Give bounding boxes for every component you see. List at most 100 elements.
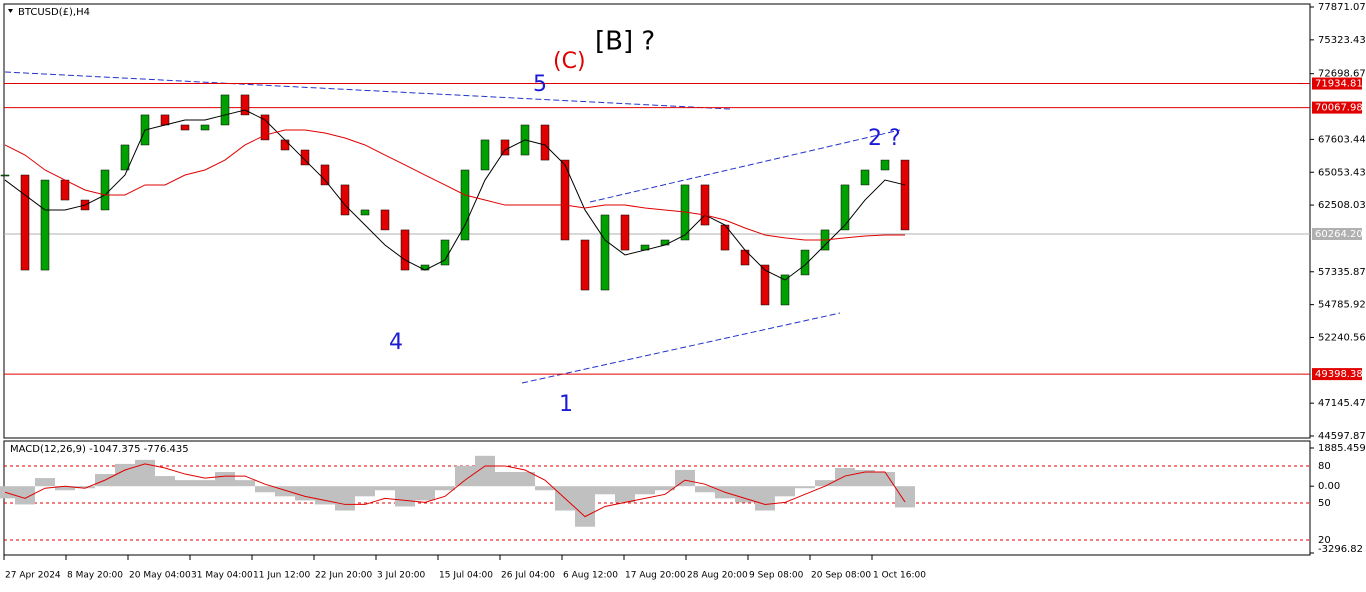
candle bbox=[660, 239, 670, 246]
y-tick-label: 62508.03 bbox=[1318, 200, 1366, 211]
macd-panel bbox=[3, 440, 1311, 556]
macd-bar bbox=[35, 478, 55, 487]
macd-bar bbox=[515, 472, 535, 487]
wave-label: 2 ? bbox=[868, 126, 901, 151]
y-tick-label: 52240.56 bbox=[1318, 332, 1366, 343]
macd-bar bbox=[195, 480, 215, 487]
wave-label: (C) bbox=[553, 49, 586, 74]
x-tick-label: 20 May 04:00 bbox=[129, 571, 191, 581]
candle bbox=[380, 209, 390, 231]
candle bbox=[880, 159, 890, 171]
macd-bar bbox=[695, 486, 715, 493]
macd-bar bbox=[495, 472, 515, 487]
candle bbox=[100, 169, 110, 211]
x-tick-label: 17 Aug 20:00 bbox=[625, 571, 686, 581]
candle bbox=[20, 174, 30, 271]
macd-bar bbox=[815, 480, 835, 487]
y-tick-label: 77871.07 bbox=[1318, 2, 1366, 13]
macd-bar bbox=[55, 486, 75, 491]
macd-bar bbox=[655, 486, 675, 491]
x-tick-label: 6 Aug 12:00 bbox=[563, 571, 618, 581]
x-tick-label: 31 May 04:00 bbox=[191, 571, 253, 581]
x-tick-label: 27 Apr 2024 bbox=[5, 571, 61, 581]
candle bbox=[400, 229, 410, 271]
macd-bar bbox=[375, 486, 395, 491]
y-tick-label: 44597.87 bbox=[1318, 431, 1366, 442]
candle bbox=[460, 169, 470, 241]
macd-bar bbox=[895, 486, 915, 508]
x-tick-label: 1 Oct 16:00 bbox=[873, 571, 926, 581]
x-tick-label: 3 Jul 20:00 bbox=[377, 571, 426, 581]
macd-bar bbox=[275, 486, 295, 497]
candle bbox=[800, 249, 810, 276]
price-level-label: 60264.20 bbox=[1315, 229, 1363, 240]
macd-bar bbox=[675, 469, 695, 487]
y-tick-label: 57335.87 bbox=[1318, 267, 1366, 278]
x-tick-label: 15 Jul 04:00 bbox=[439, 571, 493, 581]
candle bbox=[700, 184, 710, 226]
macd-bar bbox=[535, 486, 555, 491]
macd-bar bbox=[455, 465, 475, 487]
candle bbox=[840, 184, 850, 231]
wave-label: 5 bbox=[533, 72, 547, 97]
candle bbox=[220, 94, 230, 126]
macd-bar bbox=[415, 486, 435, 501]
x-tick-label: 22 Jun 20:00 bbox=[315, 571, 372, 581]
candle bbox=[280, 139, 290, 151]
macd-level-label: 20 bbox=[1318, 535, 1331, 546]
candle bbox=[420, 264, 430, 271]
y-tick-label: 0.00 bbox=[1318, 481, 1340, 492]
y-tick-label: 65053.43 bbox=[1318, 167, 1366, 178]
macd-bar bbox=[735, 486, 755, 503]
macd-bar bbox=[755, 486, 775, 511]
y-tick-label: 75323.43 bbox=[1318, 35, 1366, 46]
candle bbox=[860, 169, 870, 186]
macd-bar bbox=[75, 486, 95, 489]
candle bbox=[260, 114, 270, 141]
macd-bar bbox=[155, 476, 175, 487]
y-tick-label: 67603.44 bbox=[1318, 134, 1366, 145]
macd-bar bbox=[175, 480, 195, 487]
macd-bar bbox=[15, 486, 35, 505]
candle bbox=[540, 124, 550, 161]
price-label-box bbox=[1312, 77, 1362, 90]
trend-line bbox=[521, 312, 841, 384]
macd-bar bbox=[235, 480, 255, 487]
trend-line bbox=[589, 129, 901, 203]
candle bbox=[500, 139, 510, 156]
macd-bar bbox=[595, 486, 615, 495]
moving-average bbox=[4, 129, 905, 241]
y-tick-label: 47145.47 bbox=[1318, 398, 1366, 409]
candle bbox=[180, 124, 190, 131]
macd-bar bbox=[775, 486, 795, 497]
candle bbox=[200, 124, 210, 131]
macd-bar bbox=[0, 486, 15, 499]
price-level-label: 71934.81 bbox=[1315, 79, 1363, 90]
candle bbox=[560, 159, 570, 241]
candle bbox=[300, 149, 310, 166]
price-level-label: 49398.38 bbox=[1315, 369, 1363, 380]
y-tick-label: 54785.92 bbox=[1318, 300, 1366, 311]
candle bbox=[480, 139, 490, 171]
candle bbox=[240, 94, 250, 116]
macd-level-label: 80 bbox=[1318, 461, 1331, 472]
candle bbox=[40, 179, 50, 271]
x-tick-label: 11 Jun 12:00 bbox=[253, 571, 310, 581]
candle bbox=[760, 264, 770, 306]
y-tick-label: 1885.459 bbox=[1318, 443, 1366, 454]
macd-bar bbox=[135, 459, 155, 487]
candle bbox=[900, 159, 910, 231]
macd-bar bbox=[335, 486, 355, 511]
macd-bar bbox=[395, 486, 415, 507]
macd-bar bbox=[215, 472, 235, 487]
menu-arrow[interactable] bbox=[8, 9, 13, 13]
main-panel bbox=[3, 3, 1311, 439]
signal-line bbox=[4, 463, 906, 518]
price-label-box bbox=[1312, 101, 1362, 114]
wave-label: 1 bbox=[559, 392, 573, 417]
macd-bar bbox=[875, 472, 895, 487]
macd-bar bbox=[115, 463, 135, 487]
candle bbox=[360, 209, 370, 216]
macd-bar bbox=[615, 486, 635, 503]
